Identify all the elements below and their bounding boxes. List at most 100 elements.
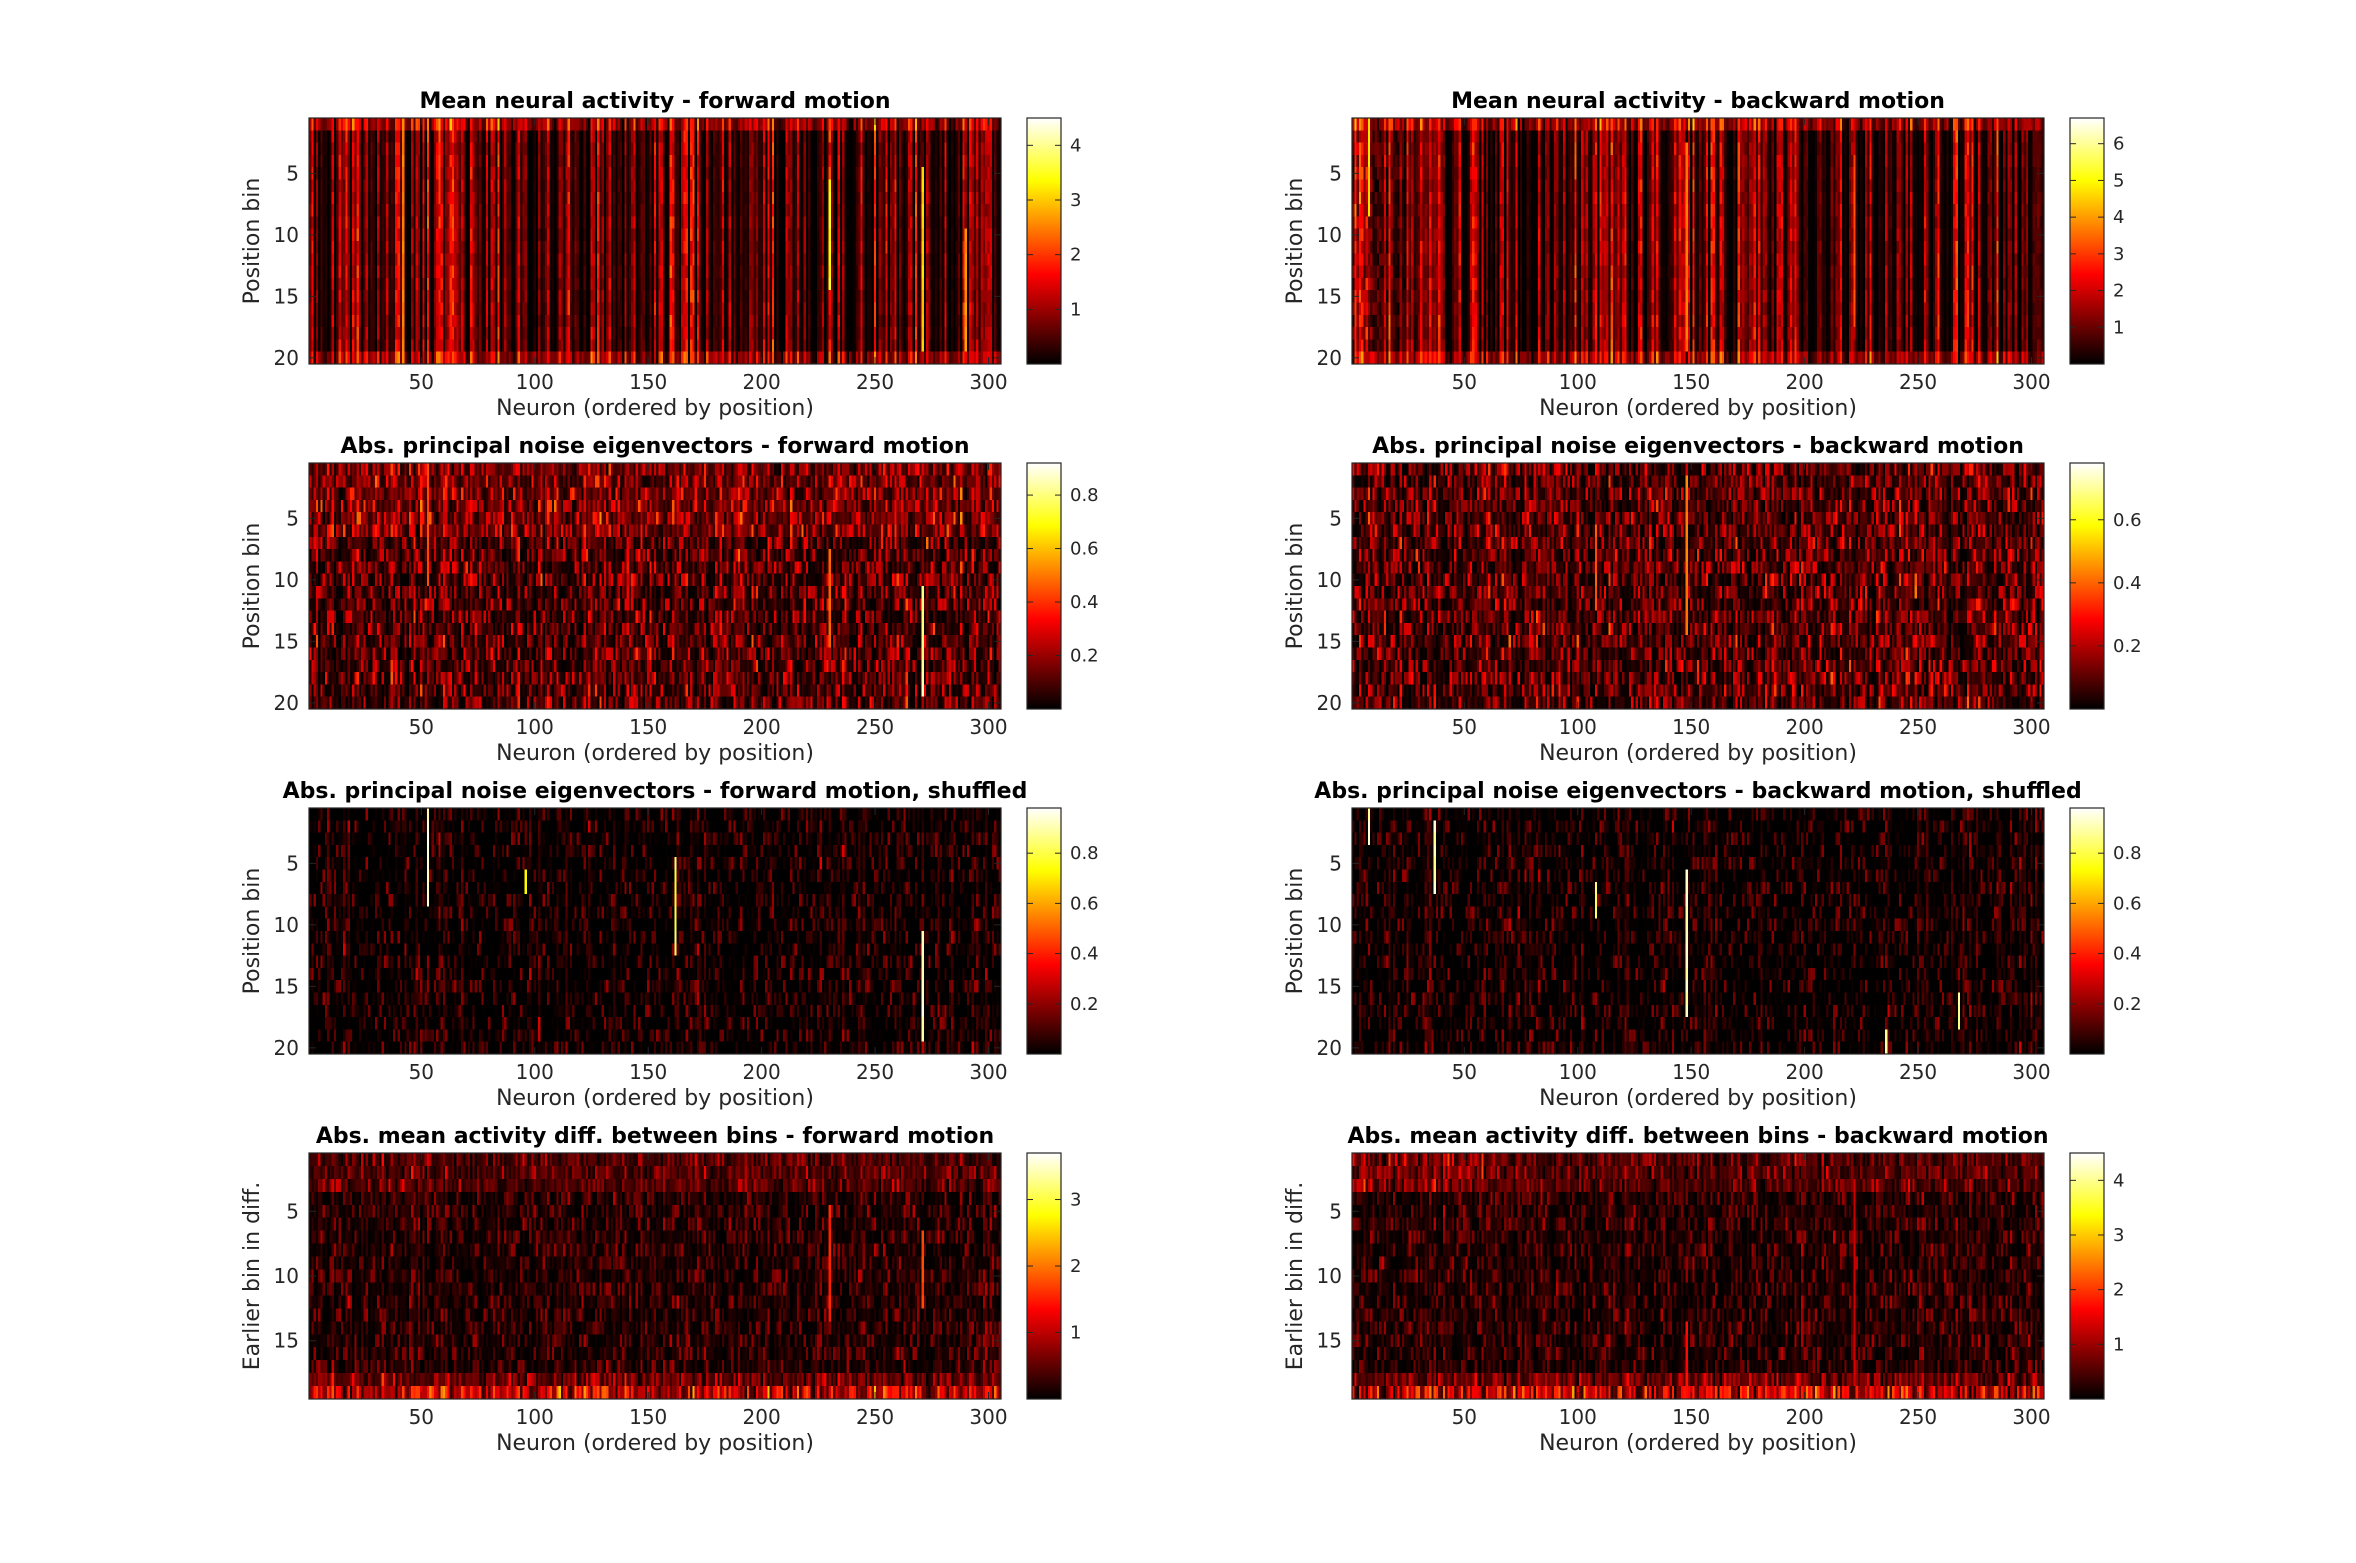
x-tick-label: 100 — [516, 1060, 554, 1084]
colorbar-tick-label: 0.6 — [1070, 893, 1099, 914]
y-tick-label: 5 — [286, 506, 299, 530]
x-tick-label: 50 — [1452, 1405, 1477, 1429]
y-tick-label: 10 — [1317, 223, 1342, 247]
heatmap-image — [309, 118, 1001, 364]
y-tick-label: 20 — [274, 691, 299, 715]
x-axis-label: Neuron (ordered by position) — [496, 741, 814, 766]
colorbar-tick-label: 0.8 — [1070, 485, 1099, 506]
y-tick-label: 15 — [274, 1329, 299, 1353]
x-tick-label: 300 — [969, 370, 1007, 394]
x-tick-label: 50 — [409, 370, 434, 394]
x-tick-label: 250 — [856, 370, 894, 394]
x-tick-label: 200 — [1786, 370, 1824, 394]
colorbar — [2069, 117, 2105, 365]
panel-1: Mean neural activity - forward motion 50 1… — [240, 89, 1081, 421]
heatmap-image — [1352, 1153, 2044, 1399]
panel-title: Mean neural activity - forward motion — [419, 89, 890, 114]
x-tick-label: 100 — [516, 370, 554, 394]
colorbar — [2069, 462, 2105, 710]
colorbar-tick-label: 0.2 — [2113, 636, 2142, 657]
y-axis-label: Position bin — [1283, 523, 1308, 650]
x-tick-label: 200 — [1786, 1060, 1824, 1084]
x-axis-label: Neuron (ordered by position) — [496, 1431, 814, 1456]
colorbar-tick-label: 0.4 — [1070, 592, 1099, 613]
colorbar-tick-label: 6 — [2113, 134, 2124, 155]
colorbar-tick-label: 2 — [1070, 1256, 1081, 1277]
panel-3: Abs. principal noise eigenvectors - forw… — [240, 434, 1099, 766]
panel-8: Abs. mean activity diff. between bins - … — [1283, 1124, 2124, 1456]
colorbar-tick-label: 0.8 — [2113, 843, 2142, 864]
y-tick-label: 20 — [1317, 1036, 1342, 1060]
colorbar — [1026, 462, 1062, 710]
y-tick-label: 5 — [286, 1199, 299, 1223]
heatmap-image — [309, 1153, 1001, 1399]
colorbar-tick-label: 3 — [1070, 190, 1081, 211]
y-tick-label: 10 — [274, 1264, 299, 1288]
panel-title: Abs. principal noise eigenvectors - back… — [1314, 779, 2081, 804]
colorbar-tick-label: 3 — [1070, 1190, 1081, 1211]
panel-title: Abs. principal noise eigenvectors - back… — [1372, 434, 2024, 459]
y-tick-label: 20 — [274, 346, 299, 370]
axes-box — [1351, 117, 2045, 365]
x-tick-label: 300 — [2012, 370, 2050, 394]
panel-title: Abs. mean activity diff. between bins - … — [1347, 1124, 2048, 1149]
x-tick-label: 250 — [856, 715, 894, 739]
x-tick-label: 50 — [1452, 1060, 1477, 1084]
panel-7: Abs. mean activity diff. between bins - … — [240, 1124, 1081, 1456]
x-tick-label: 150 — [1672, 370, 1710, 394]
x-tick-label: 250 — [1899, 1405, 1937, 1429]
x-tick-label: 100 — [516, 1405, 554, 1429]
colorbar — [1026, 117, 1062, 365]
x-tick-label: 100 — [1559, 715, 1597, 739]
x-tick-label: 250 — [856, 1405, 894, 1429]
axes-box — [1351, 807, 2045, 1055]
y-tick-label: 15 — [1317, 1329, 1342, 1353]
y-tick-label: 5 — [1329, 851, 1342, 875]
x-tick-label: 100 — [1559, 1060, 1597, 1084]
y-axis-label: Earlier bin in diff. — [240, 1182, 265, 1371]
colorbar-tick-label: 2 — [2113, 281, 2124, 302]
panel-6: Abs. principal noise eigenvectors - back… — [1283, 779, 2142, 1111]
axes-box — [308, 462, 1002, 710]
y-tick-label: 15 — [1317, 974, 1342, 998]
axes-box — [308, 807, 1002, 1055]
colorbar-tick-label: 2 — [1070, 245, 1081, 266]
y-tick-label: 5 — [1329, 161, 1342, 185]
heatmap-image — [1352, 808, 2044, 1054]
panel-title: Mean neural activity - backward motion — [1451, 89, 1945, 114]
x-tick-label: 300 — [969, 715, 1007, 739]
x-tick-label: 200 — [1786, 715, 1824, 739]
x-tick-label: 250 — [1899, 715, 1937, 739]
x-tick-label: 150 — [1672, 715, 1710, 739]
y-tick-label: 10 — [1317, 568, 1342, 592]
x-tick-label: 100 — [516, 715, 554, 739]
colorbar-tick-label: 0.6 — [2113, 510, 2142, 531]
x-axis-label: Neuron (ordered by position) — [1539, 396, 1857, 421]
x-tick-label: 200 — [743, 715, 781, 739]
x-axis-label: Neuron (ordered by position) — [1539, 741, 1857, 766]
panel-4: Abs. principal noise eigenvectors - back… — [1283, 434, 2142, 766]
x-tick-label: 300 — [969, 1405, 1007, 1429]
colorbar-tick-label: 0.2 — [1070, 994, 1099, 1015]
x-tick-label: 250 — [856, 1060, 894, 1084]
y-tick-label: 10 — [274, 913, 299, 937]
y-tick-label: 20 — [274, 1036, 299, 1060]
y-tick-label: 20 — [1317, 346, 1342, 370]
y-axis-label: Position bin — [240, 178, 265, 305]
colorbar — [2069, 807, 2105, 1055]
heatmap-image — [1352, 118, 2044, 364]
x-axis-label: Neuron (ordered by position) — [496, 396, 814, 421]
panel-title: Abs. principal noise eigenvectors - forw… — [340, 434, 969, 459]
x-tick-label: 50 — [1452, 715, 1477, 739]
y-axis-label: Position bin — [1283, 868, 1308, 995]
colorbar-tick-label: 0.4 — [1070, 944, 1099, 965]
y-tick-label: 10 — [274, 223, 299, 247]
x-tick-label: 300 — [2012, 715, 2050, 739]
colorbar-tick-label: 0.4 — [2113, 944, 2142, 965]
x-tick-label: 200 — [743, 1405, 781, 1429]
colorbar — [2069, 1152, 2105, 1400]
colorbar-tick-label: 1 — [1070, 299, 1081, 320]
x-tick-label: 100 — [1559, 1405, 1597, 1429]
panel-title: Abs. principal noise eigenvectors - forw… — [283, 779, 1028, 804]
